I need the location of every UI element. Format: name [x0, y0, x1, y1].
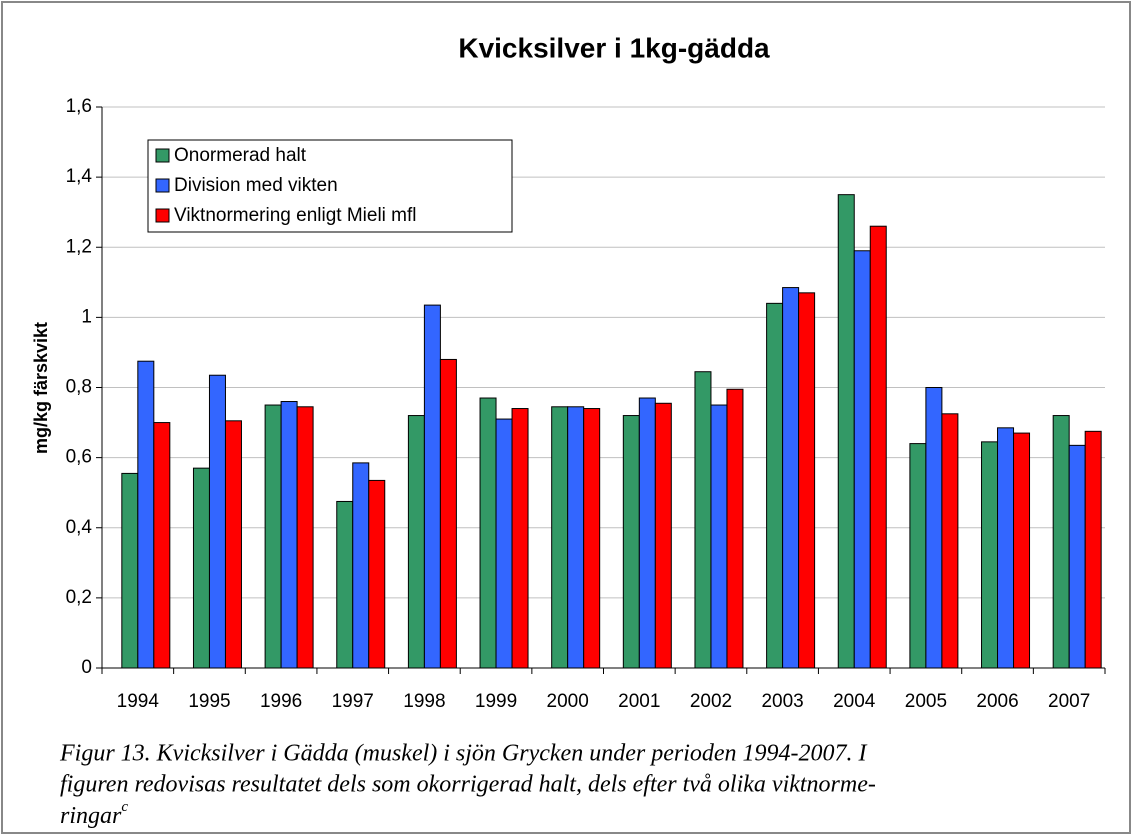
bar [638, 397, 656, 669]
caption-line: Figur 13. Kvicksilver i Gädda (muskel) i… [59, 741, 868, 767]
bar [798, 292, 816, 669]
bar [1068, 444, 1086, 669]
bar [766, 302, 784, 669]
bar [511, 408, 529, 669]
y-tick-label: 1,4 [66, 166, 93, 187]
chart-title: Kvicksilver i 1kg-gädda [458, 32, 770, 63]
bar [479, 397, 497, 669]
bar [137, 360, 155, 669]
bar [981, 441, 999, 669]
y-tick-label: 1 [81, 306, 92, 327]
y-tick-label: 0,2 [66, 587, 92, 608]
y-tick-label: 0,8 [66, 377, 92, 398]
bar [837, 194, 855, 669]
bar [296, 406, 314, 669]
legend-swatch [155, 178, 170, 193]
x-tick-label: 2003 [761, 691, 803, 712]
bar [869, 225, 887, 669]
x-tick-label: 2007 [1048, 691, 1090, 712]
caption-line: figuren redovisas resultatet dels som ok… [60, 772, 876, 798]
bar [264, 404, 282, 669]
bar [368, 479, 386, 669]
x-tick-label: 2005 [905, 691, 947, 712]
bar [941, 413, 959, 669]
x-tick-label: 1994 [117, 691, 160, 712]
bar [224, 420, 242, 669]
bar [925, 387, 943, 669]
bar [423, 304, 441, 669]
x-tick-label: 1996 [260, 691, 302, 712]
y-tick-label: 1,2 [66, 236, 92, 257]
bar [1084, 430, 1102, 669]
caption-line: ringarc [60, 799, 128, 828]
bar [694, 371, 712, 669]
bar [997, 427, 1015, 669]
caption-text: ringar [60, 803, 122, 829]
legend-swatch [155, 208, 170, 223]
bar [622, 415, 640, 669]
caption-superscript: c [121, 799, 128, 815]
bar [654, 402, 672, 669]
y-tick-label: 0 [81, 657, 92, 678]
legend-swatch [155, 148, 170, 163]
bar [407, 415, 425, 669]
bar [208, 374, 226, 669]
bar [1013, 432, 1031, 669]
x-tick-label: 2002 [690, 691, 732, 712]
y-tick-label: 0,4 [66, 517, 93, 538]
bar [495, 418, 513, 669]
y-tick-label: 1,6 [66, 96, 92, 117]
bar [710, 404, 728, 669]
bar [551, 406, 569, 669]
legend-label: Onormerad halt [174, 145, 307, 166]
bar [121, 472, 139, 669]
x-tick-label: 1995 [188, 691, 230, 712]
legend-label: Division med vikten [174, 175, 338, 196]
x-tick-label: 2006 [976, 691, 1018, 712]
x-tick-label: 2004 [833, 691, 876, 712]
x-tick-label: 1998 [403, 691, 445, 712]
x-tick-label: 1999 [475, 691, 517, 712]
bar [192, 467, 210, 669]
bar [153, 422, 171, 669]
bar [583, 408, 601, 669]
bar [336, 500, 354, 669]
bar [853, 250, 871, 669]
x-tick-label: 2001 [618, 691, 660, 712]
bar [352, 462, 370, 669]
bar [1052, 415, 1070, 669]
bar [439, 358, 457, 669]
y-axis-label: mg/kg färskvikt [31, 322, 51, 454]
x-tick-label: 2000 [547, 691, 589, 712]
bar [782, 287, 800, 669]
legend-label: Viktnormering enligt Mieli mfl [174, 205, 417, 226]
legend-box [147, 139, 513, 233]
x-tick-label: 1997 [332, 691, 374, 712]
bar [726, 388, 744, 669]
bar [280, 401, 298, 669]
y-tick-label: 0,6 [66, 447, 92, 468]
bar [909, 443, 927, 669]
bar [567, 406, 585, 669]
